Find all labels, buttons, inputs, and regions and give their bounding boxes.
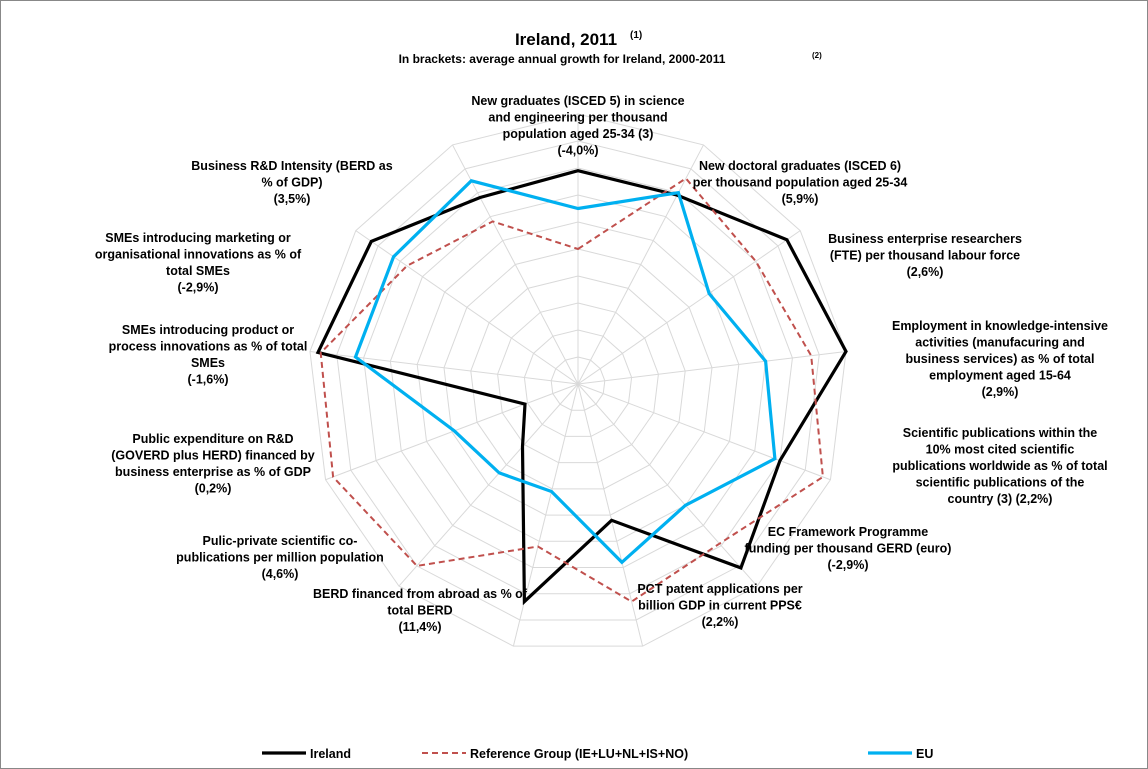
grid-spoke (577, 144, 704, 385)
chart-title: Ireland, 2011 (515, 30, 617, 49)
axis-label-line: Pulic-private scientific co- (203, 534, 358, 548)
grid-spoke (577, 350, 847, 385)
axis-label: BERD financed from abroad as % of total B… (313, 587, 528, 634)
axis-label-line: organisational innovations as % of (95, 248, 302, 262)
axis-label-line: (3,5%) (274, 192, 311, 206)
axis-label-line: SMEs introducing product or (122, 323, 294, 337)
axis-label: EC Framework Programme funding per thousa… (745, 525, 952, 572)
axis-label-line: and engineering per thousand (488, 111, 667, 125)
series-line (315, 169, 848, 606)
axis-label-line: Business enterprise researchers (828, 232, 1022, 246)
axis-label: Business R&D Intensity (BERD as % of GDP)… (191, 159, 392, 206)
axis-label-line: publications worldwide as % of total (892, 459, 1107, 473)
axis-label-line: SMEs introducing marketing or (105, 231, 291, 245)
chart-subtitle: In brackets: average annual growth for I… (399, 52, 726, 66)
grid-ring (443, 248, 713, 516)
axis-label: Scientific publications within the 10% mo… (892, 426, 1107, 506)
axis-label-line: (-2,9%) (178, 281, 219, 295)
axis-label-line: (FTE) per thousand labour force (830, 249, 1020, 263)
axis-labels: New graduates (ISCED 5) in science and en… (95, 94, 1108, 634)
axis-label-line: New graduates (ISCED 5) in science (471, 94, 684, 108)
axis-label-line: % of GDP) (261, 176, 322, 190)
axis-label-line: publications per million population (176, 551, 384, 565)
axis-label-line: (GOVERD plus HERD) financed by (111, 449, 315, 463)
axis-label-line: (11,4%) (398, 620, 441, 634)
axis-label-line: funding per thousand GERD (euro) (745, 542, 952, 556)
axis-label: SMEs introducing marketing or organisatio… (95, 231, 302, 295)
axis-label-line: (2,2%) (702, 615, 739, 629)
axis-label: Pulic-private scientific co-publications… (176, 534, 384, 581)
grid-spoke (325, 383, 579, 481)
axis-label: New doctoral graduates (ISCED 6) per thou… (693, 159, 908, 206)
axis-label-line: Public expenditure on R&D (132, 432, 293, 446)
grid-ring (497, 302, 659, 464)
axis-label-line: population aged 25-34 (3) (503, 127, 654, 141)
grid (309, 113, 847, 647)
grid-spoke (452, 144, 579, 385)
grid-spoke (398, 383, 579, 587)
grid-ring (309, 113, 847, 647)
grid-ring (523, 329, 633, 437)
axis-label-line: BERD financed from abroad as % of (313, 587, 528, 601)
grid-spoke (577, 230, 801, 385)
axis-label-line: billion GDP in current PPS€ (638, 599, 802, 613)
axis-label-line: (0,2%) (195, 482, 232, 496)
axis-label: SMEs introducing product or process innov… (109, 323, 308, 387)
axis-label-line: (2,6%) (907, 265, 944, 279)
axis-label-line: (5,9%) (782, 192, 819, 206)
axis-label-line: New doctoral graduates (ISCED 6) (699, 159, 901, 173)
grid-spoke (577, 383, 831, 481)
series-group (315, 169, 848, 606)
axis-label-line: employment aged 15-64 (929, 369, 1071, 383)
axis-label-line: total BERD (387, 604, 452, 618)
axis-label-line: business services) as % of total (906, 352, 1095, 366)
grid-ring (470, 275, 686, 490)
axis-label-line: SMEs (191, 356, 225, 370)
axis-label-line: (4,6%) (262, 567, 299, 581)
axis-label-line: activities (manufacuring and (915, 336, 1084, 350)
legend-label: EU (916, 747, 933, 761)
legend: Ireland Reference Group (IE+LU+NL+IS+NO) E… (262, 747, 933, 761)
title-note: (1) (630, 30, 642, 41)
series-line (319, 177, 824, 603)
subtitle-note: (2) (812, 51, 822, 60)
axis-label-line: Employment in knowledge-intensive (892, 319, 1108, 333)
axis-label-line: process innovations as % of total (109, 340, 308, 354)
axis-label-line: (-4,0%) (558, 144, 599, 158)
axis-label-line: business enterprise as % of GDP (115, 465, 311, 479)
grid-spoke (577, 383, 644, 647)
axis-label-line: Scientific publications within the (903, 426, 1098, 440)
axis-label: Employment in knowledge-intensive activit… (892, 319, 1108, 399)
series-line (353, 179, 777, 565)
axis-label-line: 10% most cited scientific (926, 443, 1075, 457)
axis-label: Business enterprise researchers (FTE) per… (828, 232, 1022, 279)
axis-label-line: PCT patent applications per (637, 582, 802, 596)
legend-label: Reference Group (IE+LU+NL+IS+NO) (470, 747, 688, 761)
axis-label-line: (-2,9%) (828, 558, 869, 572)
axis-label-line: per thousand population aged 25-34 (693, 176, 908, 190)
axis-label: Public expenditure on R&D (GOVERD plus HE… (111, 432, 315, 496)
grid-ring (550, 356, 606, 411)
axis-label-line: (-1,6%) (188, 373, 229, 387)
axis-label-line: total SMEs (166, 264, 230, 278)
grid-spoke (577, 383, 758, 587)
grid-ring (389, 194, 767, 569)
axis-label: New graduates (ISCED 5) in science and en… (471, 94, 684, 158)
grid-ring (336, 140, 820, 621)
axis-label-line: Business R&D Intensity (BERD as (191, 159, 392, 173)
axis-label-line: EC Framework Programme (768, 525, 929, 539)
axis-label-line: scientific publications of the (916, 476, 1085, 490)
legend-label: Ireland (310, 747, 351, 761)
axis-label-line: country (3) (2,2%) (948, 492, 1053, 506)
axis-label-line: (2,9%) (982, 385, 1019, 399)
axis-label: PCT patent applications per billion GDP i… (637, 582, 802, 629)
